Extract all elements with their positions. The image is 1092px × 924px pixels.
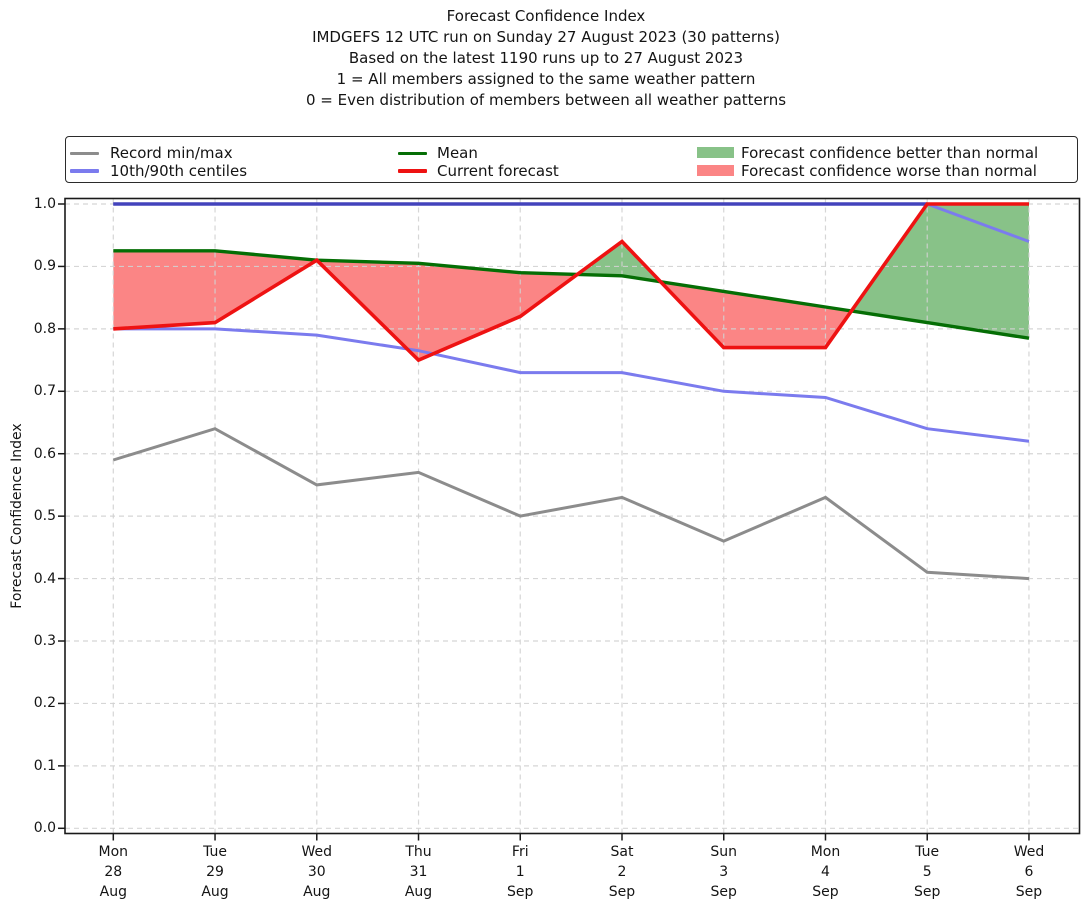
y-tick-label: 0.8 [33, 320, 56, 337]
legend-swatch-worse-than-normal [697, 165, 734, 176]
x-tick-label-month: Sep [710, 884, 737, 900]
legend-swatch-mean [398, 151, 427, 155]
x-tick-label-date: 31 [409, 864, 428, 880]
fill-better-than-normal [851, 204, 1029, 339]
legend-label-centiles: 10th/90th centiles [110, 161, 248, 180]
x-tick-label-month: Sep [914, 884, 941, 900]
series-current-forecast [113, 202, 1029, 363]
x-tick-label-day: Mon [810, 844, 841, 860]
legend-swatch-better-than-normal [697, 147, 734, 158]
legend [65, 136, 1078, 183]
series-10th-centile [113, 327, 1030, 443]
legend-swatch-record-minmax [70, 151, 99, 155]
y-tick-label: 1.0 [33, 196, 56, 212]
series-record-min [112, 427, 1030, 581]
x-tick-label-month: Sep [1015, 884, 1043, 900]
chart-subtitle-runs: Based on the latest 1190 runs up to 27 A… [348, 49, 744, 67]
fill-better-than-normal [577, 241, 661, 282]
x-tick-label-month: Aug [201, 884, 229, 900]
x-tick-label-day: Wed [301, 844, 333, 860]
x-tick-label-date: 1 [515, 864, 525, 880]
legend-label-record-minmax: Record min/max [110, 144, 233, 162]
x-tick-label-month: Aug [99, 884, 127, 900]
x-tick-label-month: Sep [608, 884, 636, 900]
x-tick-label: Tue 29 Aug [175, 842, 255, 902]
y-tick-label: 0.5 [33, 508, 56, 525]
x-tick-label: Thu 31 Aug [379, 842, 459, 902]
fill-worse-than-normal [660, 281, 852, 348]
y-tick-label: 0.2 [33, 695, 56, 712]
x-tick-label: Fri 1 Sep [480, 842, 560, 902]
legend-label-current-forecast: Current forecast [437, 161, 559, 180]
x-tick-label-date: 5 [922, 864, 932, 880]
chart-subtitle-run: IMDGEFS 12 UTC run on Sunday 27 August 2… [312, 28, 780, 46]
title-block: Forecast Confidence Index IMDGEFS 12 UTC… [0, 6, 1092, 111]
x-tick-label-day: Mon [98, 844, 129, 860]
x-tick-label: Sun 3 Sep [684, 842, 764, 902]
x-tick-label-date: 3 [719, 864, 729, 880]
x-tick-label-date: 6 [1024, 864, 1034, 880]
y-tick-label: 0.7 [33, 383, 56, 400]
x-tick-label: Wed 30 Aug [277, 842, 357, 902]
x-tick-label-month: Aug [404, 884, 433, 900]
x-tick-label-day: Tue [203, 844, 227, 860]
x-tick-label-month: Sep [507, 884, 534, 900]
x-tick-label: Mon 28 Aug [73, 842, 153, 902]
fill-worse-than-normal [316, 260, 578, 361]
x-tick-label-day: Sat [610, 844, 634, 860]
x-tick-label-date: 30 [307, 864, 326, 880]
x-tick-label-month: Sep [812, 884, 839, 900]
x-tick-label-date: 2 [617, 864, 627, 880]
legend-label-mean: Mean [437, 144, 478, 162]
y-tick-label: 0.3 [33, 633, 56, 649]
chart-title: Forecast Confidence Index [446, 7, 646, 25]
x-tick-label-day: Thu [405, 844, 432, 860]
x-tick-label-day: Wed [1013, 844, 1045, 860]
x-tick-label-date: 4 [821, 864, 830, 880]
chart-note-one: 1 = All members assigned to the same wea… [336, 70, 756, 88]
legend-swatch-current-forecast [398, 169, 427, 173]
y-tick-label: 0.9 [33, 258, 56, 275]
plot-spines [64, 197, 1081, 835]
x-tick-label-day: Fri [511, 844, 529, 860]
x-tick-label-date: 29 [206, 864, 224, 880]
legend-label-better-than-normal: Forecast confidence better than normal [741, 144, 1039, 162]
x-tick-label: Mon 4 Sep [785, 842, 865, 902]
x-tick-label-day: Sun [710, 844, 738, 860]
x-tick-label: Tue 5 Sep [887, 842, 967, 902]
x-tick-label: Wed 6 Sep [989, 842, 1069, 902]
y-tick-label: 0.4 [33, 570, 56, 587]
legend-label-worse-than-normal: Forecast confidence worse than normal [741, 161, 1037, 180]
y-tick-label: 0.6 [33, 445, 56, 462]
x-tick-label-month: Aug [303, 884, 331, 900]
y-tick-label: 0.1 [33, 757, 56, 774]
series-mean [113, 249, 1030, 340]
legend-swatch-centiles [70, 169, 99, 173]
x-tick-label: Sat 2 Sep [582, 842, 662, 902]
y-tick-label: 0.0 [33, 820, 56, 837]
chart-note-zero: 0 = Even distribution of members between… [305, 91, 787, 109]
x-tick-label-date: 28 [104, 864, 123, 880]
series-90th-centile [113, 202, 1030, 243]
x-tick-label-day: Tue [915, 844, 940, 860]
